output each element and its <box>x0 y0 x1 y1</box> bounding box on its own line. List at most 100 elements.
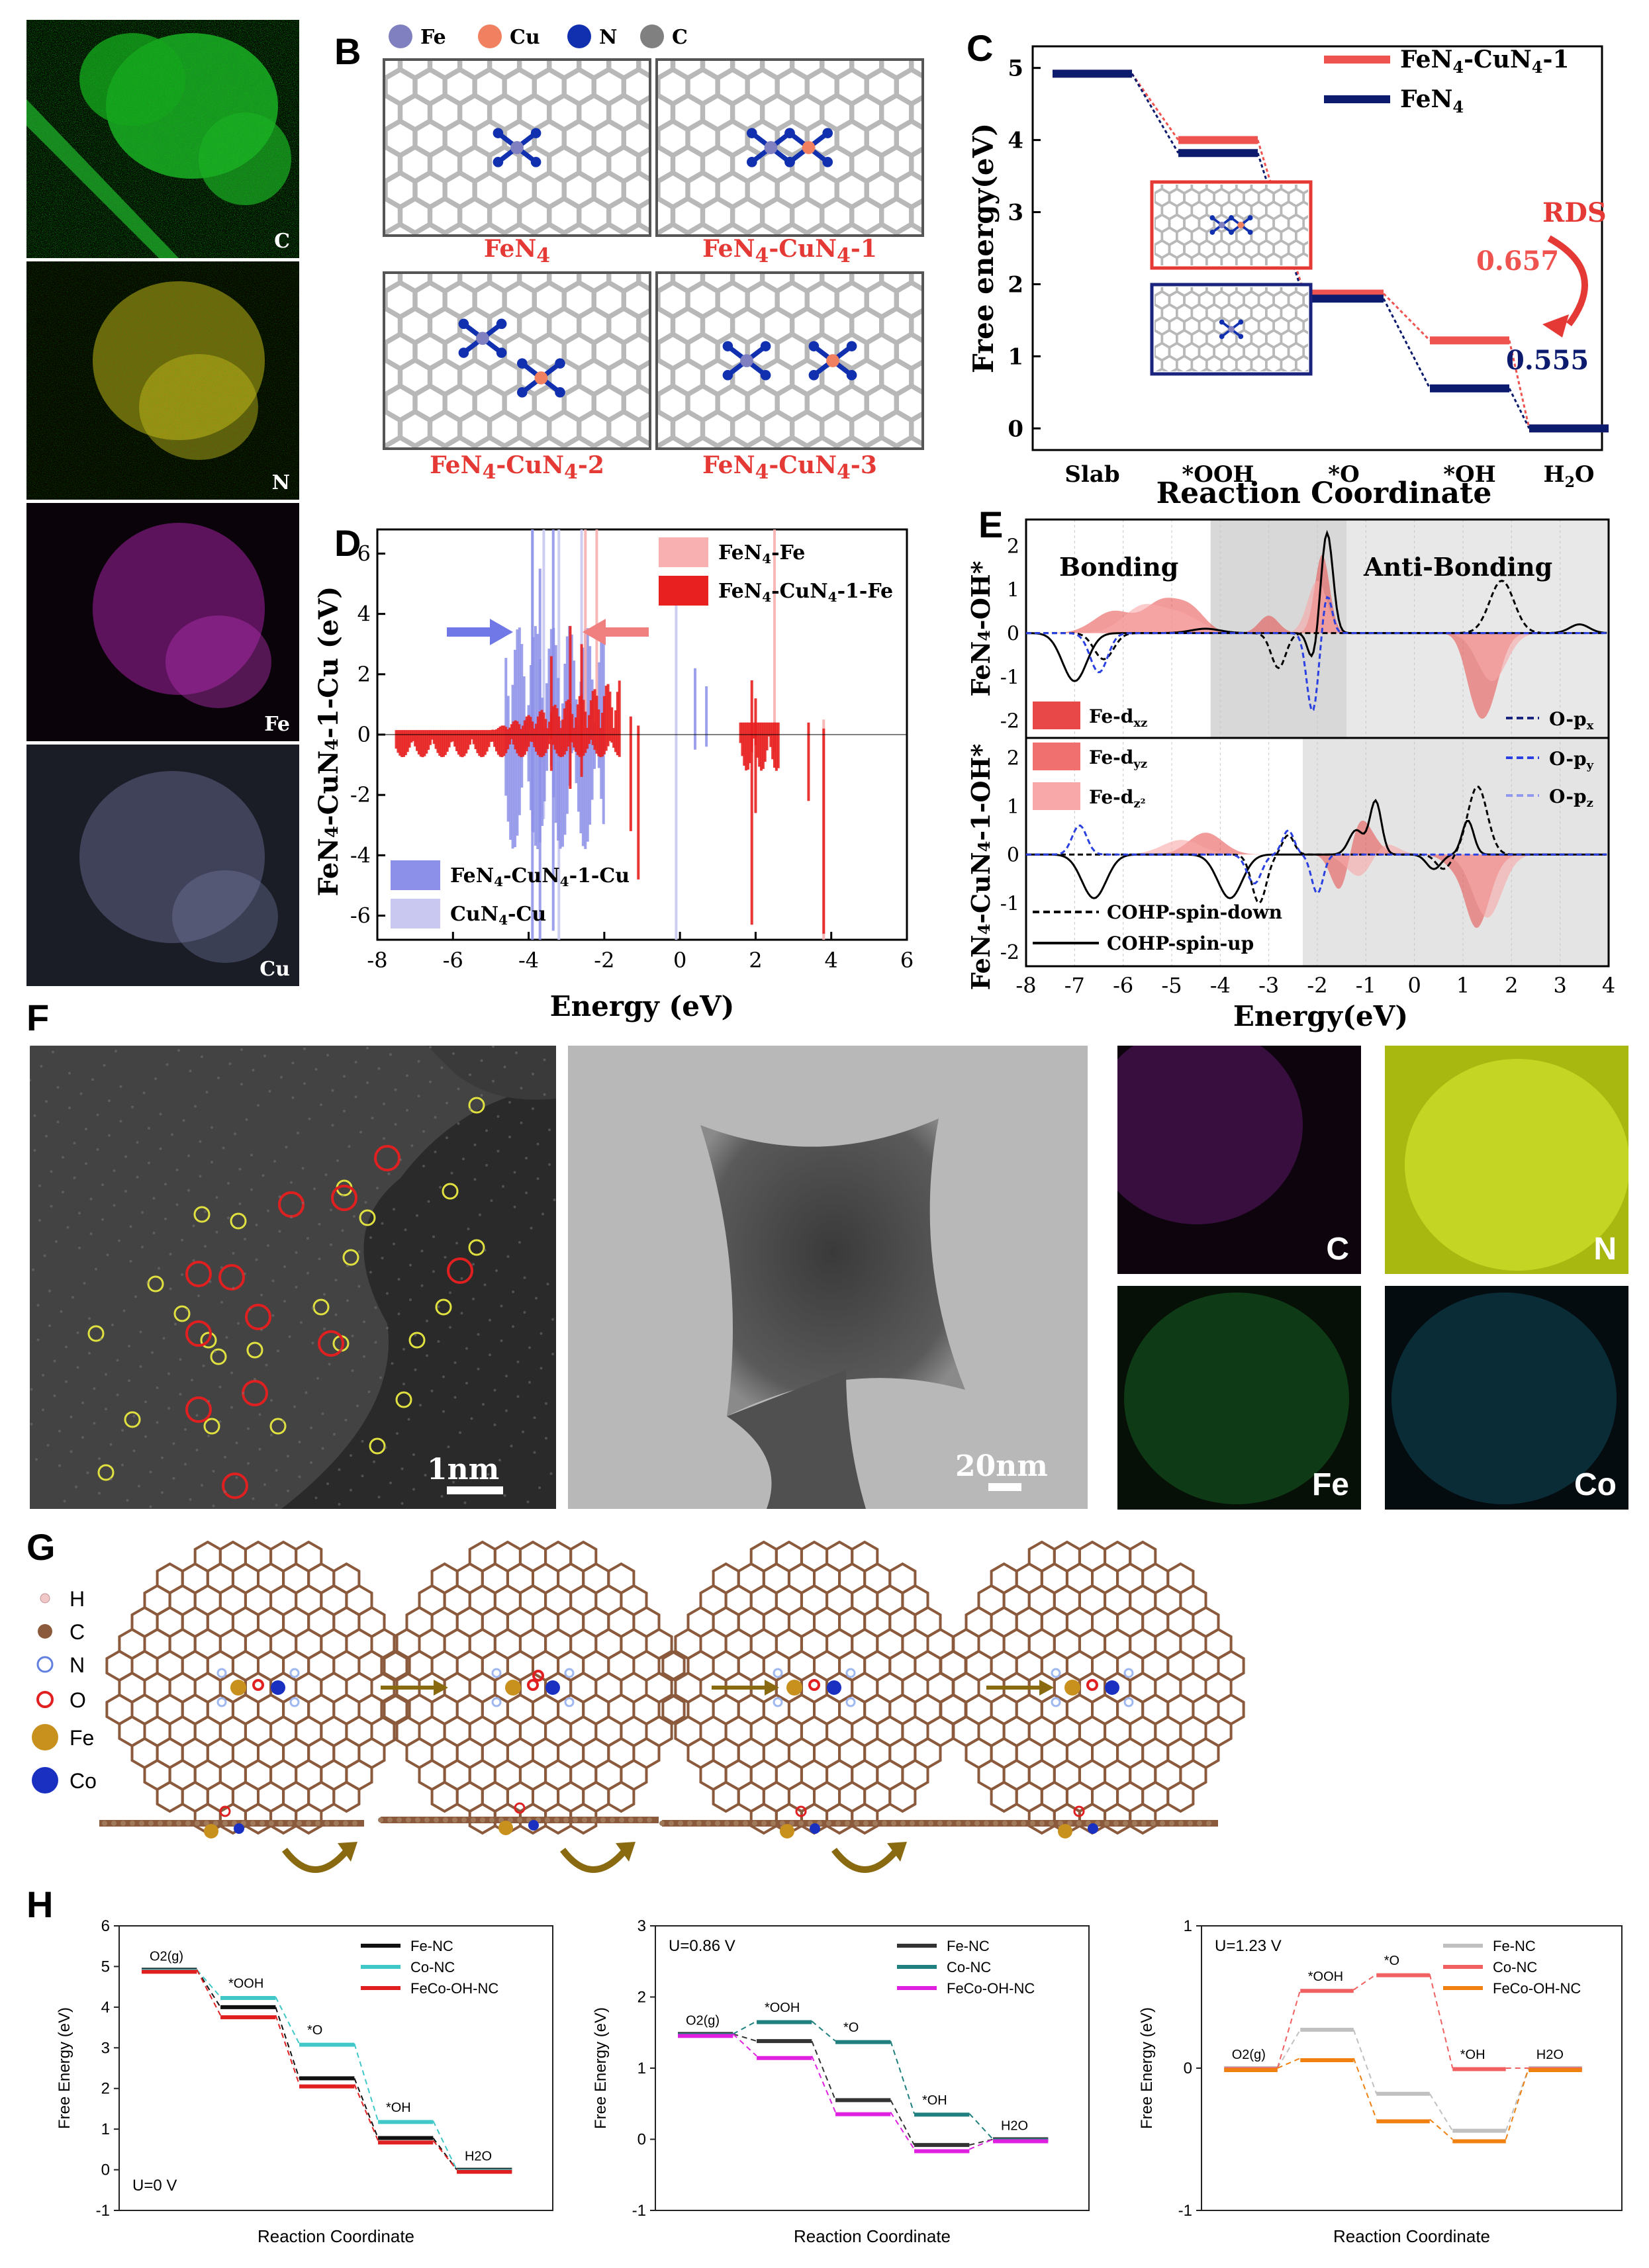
legend-label: Fe-dz² <box>1089 786 1145 811</box>
y-tick-label: 1 <box>637 2060 646 2077</box>
graphene-lattice <box>610 15 959 262</box>
connector <box>811 2020 836 2042</box>
x-tick-label: -2 <box>1307 973 1327 998</box>
y-tick-label: 2 <box>357 662 371 687</box>
connector <box>968 2138 994 2150</box>
cohp-spin-down <box>1026 579 1607 670</box>
map-c-image <box>26 20 299 258</box>
panel-label-c: C <box>966 27 994 69</box>
dual-atom-marker <box>185 1320 212 1347</box>
o-atom <box>808 1679 820 1691</box>
structure-fen4-cun4-3 <box>610 228 959 475</box>
legend-label: Fe-NC <box>410 1938 453 1954</box>
dual-atom-marker <box>318 1330 344 1357</box>
map-fe-image <box>93 523 271 708</box>
x-tick-label: -6 <box>443 948 463 973</box>
step-label: *OOH <box>1308 1970 1343 1984</box>
legend-fe: Fe <box>389 24 446 49</box>
n-atom <box>216 1668 227 1678</box>
y-tick-label: -1 <box>632 2202 646 2220</box>
co-atom <box>271 1680 285 1695</box>
legend-label: Fe-NC <box>1493 1938 1536 1954</box>
svg-text:Fe: Fe <box>420 26 446 49</box>
legend-co: Co <box>32 1767 97 1793</box>
x-tick-label: 4 <box>1602 973 1615 998</box>
x-tick-label: *OOH <box>1182 461 1254 488</box>
connector <box>733 2033 757 2042</box>
connector <box>353 2084 379 2141</box>
connector <box>1131 73 1180 154</box>
pdos-area <box>1026 840 1609 918</box>
dual-atom-marker <box>374 1145 400 1171</box>
y-tick-label: 2 <box>101 2080 110 2098</box>
step-label: O2(g) <box>150 1949 183 1964</box>
y-tick-label: 0 <box>357 722 371 747</box>
n-atom <box>289 1668 300 1678</box>
legend-n: N <box>36 1653 85 1677</box>
single-atom-marker <box>210 1348 227 1365</box>
connector <box>890 2112 915 2150</box>
arrowhead <box>765 1680 779 1696</box>
single-atom-marker <box>200 1332 217 1349</box>
elemental-map-fe: Fe <box>26 503 299 741</box>
potential-label: U=0 V <box>132 2177 177 2195</box>
o-atom <box>252 1679 264 1691</box>
map-label: C <box>274 230 290 253</box>
arrowhead <box>887 1842 907 1862</box>
curved-arrow <box>560 1847 628 1873</box>
caption-fen4-cun4-3: FeN4-CuN4-3 <box>702 451 877 484</box>
connector <box>1256 152 1305 299</box>
anti-bonding-label: Anti-Bonding <box>1363 552 1552 582</box>
o-atom <box>795 1805 807 1817</box>
connector <box>811 2056 836 2113</box>
n-atom <box>773 1697 783 1707</box>
rds-value-fen4: 0.555 <box>1506 345 1589 376</box>
dual-atom-marker <box>245 1304 271 1330</box>
arrowhead <box>1039 1680 1054 1696</box>
single-atom-marker <box>435 1298 452 1316</box>
x-tick-label: -8 <box>367 948 387 973</box>
connector <box>1131 73 1180 141</box>
single-atom-marker <box>269 1418 287 1435</box>
o-py <box>1026 825 1607 895</box>
x-tick-label: -8 <box>1015 973 1036 998</box>
elemental-map-c: C <box>26 20 299 258</box>
x-tick-label: 2 <box>749 948 762 973</box>
top-y-axis-label: FeN4-OH* <box>966 561 996 696</box>
free-energy-chart-c: Free energy(eV) Reaction Coordinate 0 1 2 3… <box>967 45 1609 510</box>
step-label: *OH <box>1460 2048 1485 2062</box>
y-tick-label: 2 <box>1008 271 1023 298</box>
legend-label: FeN4-Fe <box>718 541 805 567</box>
map-label: Fe <box>1311 1467 1349 1502</box>
legend-swatch <box>659 576 708 606</box>
bonding-label: Bonding <box>1059 552 1178 582</box>
legend-label: O-py <box>1549 748 1594 772</box>
eds-map-n: N <box>1385 1046 1628 1274</box>
tem-image: 20nm <box>568 1046 1088 1509</box>
fe-atom <box>505 1680 521 1696</box>
y-tick-label: 6 <box>357 541 371 566</box>
y-ticks: 0 1 2 3 4 5 <box>1008 56 1041 442</box>
catalyst-structure <box>380 1540 686 1835</box>
y-tick-label: 4 <box>357 602 371 627</box>
scale-bar-1nm: 1nm <box>427 1453 503 1494</box>
y-tick-label: 0 <box>1008 416 1023 442</box>
n-atom <box>845 1668 856 1678</box>
map-label: Co <box>1574 1467 1617 1502</box>
eds-map-co: Co <box>1385 1286 1628 1510</box>
eds-map-c: C <box>1117 1046 1361 1274</box>
legend-label: CuN4-Cu <box>450 903 546 928</box>
connector <box>968 2113 994 2140</box>
x-tick-label: 3 <box>1553 973 1566 998</box>
x-tick-label: Slab <box>1064 461 1119 488</box>
free-energy-plot-u086: 3 2 1 0 -1 Free Energy (eV) Reaction Coordinat… <box>592 1917 1090 2246</box>
x-tick-label: 0 <box>1407 973 1421 998</box>
arrowhead <box>338 1842 357 1862</box>
graphene-lattice <box>610 228 959 475</box>
caption-fen4-cun4-2: FeN4-CuN4-2 <box>430 451 604 484</box>
connector <box>890 2099 915 2146</box>
rds-arrowhead <box>1542 314 1569 338</box>
scale-bar-20nm: 20nm <box>955 1449 1048 1491</box>
y-tick-label: 4 <box>101 1999 110 2017</box>
connector <box>1352 2058 1378 2120</box>
